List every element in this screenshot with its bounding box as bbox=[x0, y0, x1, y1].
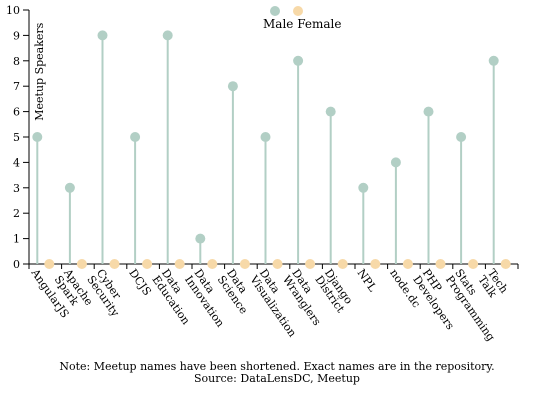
male-point bbox=[227, 81, 238, 92]
chart-source: Source: DataLensDC, Meetup bbox=[194, 372, 360, 385]
female-point bbox=[142, 259, 153, 269]
female-point bbox=[402, 259, 413, 269]
female-point bbox=[370, 259, 381, 269]
male-point bbox=[325, 106, 336, 117]
male-point bbox=[423, 106, 434, 117]
male-point bbox=[162, 30, 173, 41]
male-point bbox=[64, 182, 75, 193]
male-point bbox=[97, 30, 108, 41]
y-tick-label: 6 bbox=[13, 106, 20, 119]
male-point bbox=[293, 55, 304, 66]
male-point bbox=[130, 132, 141, 142]
legend-labels: Male Female bbox=[263, 17, 341, 31]
x-category-label: TechTalk bbox=[475, 267, 510, 303]
female-point bbox=[44, 259, 55, 269]
male-point bbox=[195, 233, 206, 244]
male-point bbox=[456, 132, 467, 142]
female-point bbox=[76, 259, 87, 269]
y-tick-label: 7 bbox=[13, 80, 20, 93]
female-point bbox=[337, 259, 348, 269]
x-category-label: DjangoDistrict bbox=[312, 267, 356, 316]
y-tick-label: 9 bbox=[13, 29, 20, 42]
y-tick-label: 8 bbox=[13, 55, 20, 68]
y-axis-title: Meetup Speakers bbox=[33, 22, 46, 120]
male-point bbox=[390, 157, 401, 168]
female-point bbox=[174, 259, 185, 269]
x-category-label-line: NPL bbox=[355, 267, 380, 295]
male-point bbox=[260, 132, 271, 142]
y-tick-label: 2 bbox=[13, 207, 20, 220]
female-point bbox=[468, 259, 479, 269]
female-point bbox=[109, 259, 120, 269]
female-point bbox=[272, 259, 283, 269]
x-category-label: DataScience bbox=[215, 267, 260, 317]
x-category-label-line: DCJS bbox=[126, 267, 153, 298]
female-point bbox=[305, 259, 316, 269]
female-point bbox=[435, 259, 446, 269]
legend-male-marker bbox=[270, 6, 280, 16]
male-point bbox=[32, 132, 43, 142]
x-category-label: DCJS bbox=[126, 267, 153, 298]
male-point bbox=[488, 55, 499, 66]
y-tick-label: 1 bbox=[13, 233, 20, 246]
y-tick-label: 5 bbox=[13, 131, 20, 144]
male-point bbox=[358, 182, 369, 193]
female-point bbox=[500, 259, 511, 269]
y-tick-label: 10 bbox=[6, 4, 20, 17]
legend-female-marker bbox=[293, 6, 303, 16]
y-tick-label: 4 bbox=[13, 156, 20, 169]
x-category-label: NPL bbox=[355, 267, 380, 295]
female-point bbox=[239, 259, 250, 269]
female-point bbox=[207, 259, 218, 269]
y-tick-label: 0 bbox=[13, 258, 20, 271]
y-tick-label: 3 bbox=[13, 182, 20, 195]
chart-note: Note: Meetup names have been shortened. … bbox=[59, 360, 495, 373]
